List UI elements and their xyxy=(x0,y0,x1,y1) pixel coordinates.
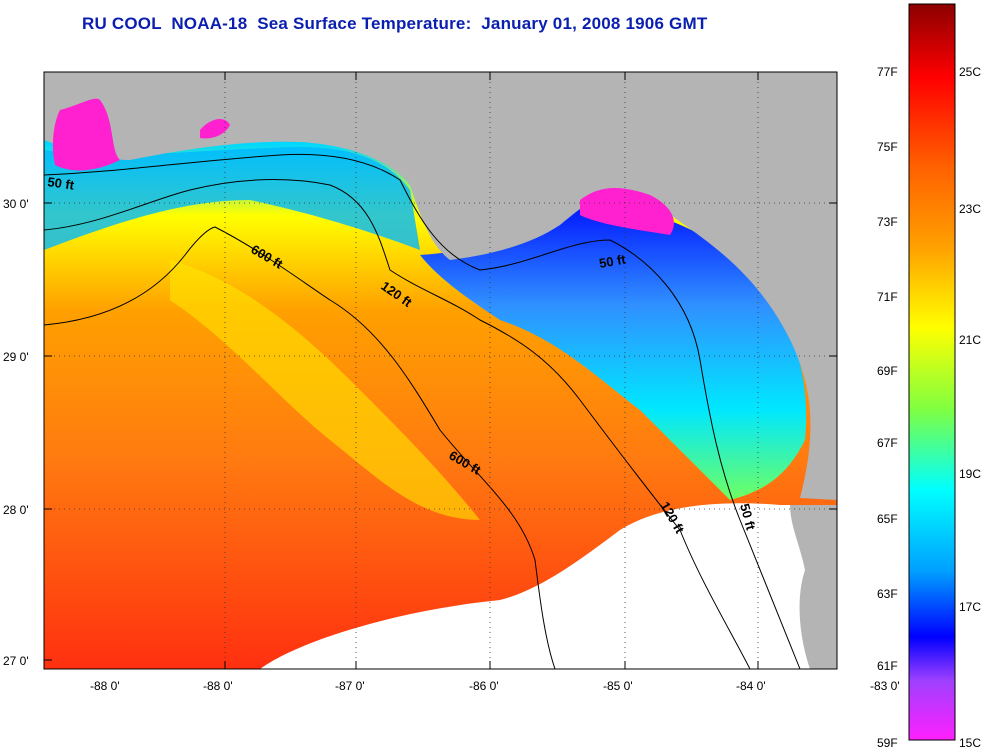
isobath-label: 50 ft xyxy=(737,502,759,532)
lon-label: -85 0' xyxy=(603,679,633,693)
f-label: 67F xyxy=(877,436,898,450)
isobath-label: 50 ft xyxy=(47,174,76,193)
c-label: 23C xyxy=(959,202,981,216)
cold-bay-3 xyxy=(200,118,230,139)
colorbar xyxy=(908,3,956,741)
lon-label: -87 0' xyxy=(335,679,365,693)
isobath-label: 50 ft xyxy=(598,251,628,271)
axis-ticks xyxy=(44,72,837,669)
c-label: 19C xyxy=(959,467,981,481)
lat-label: 30 0' xyxy=(3,197,29,211)
lon-label: -88 0' xyxy=(203,679,233,693)
c-label: 21C xyxy=(959,333,981,347)
lon-label: -86 0' xyxy=(469,679,499,693)
lat-label: 29 0' xyxy=(3,350,29,364)
lat-label: 28 0' xyxy=(3,503,29,517)
isobath-600ft xyxy=(44,226,556,669)
c-label: 15C xyxy=(959,736,981,750)
isobath-120ft xyxy=(44,179,751,669)
c-label: 25C xyxy=(959,65,981,79)
lat-label: 27 0' xyxy=(3,654,29,668)
lon-label: -88 0' xyxy=(90,679,120,693)
isobath-50ft xyxy=(44,153,801,669)
f-label: 63F xyxy=(877,587,898,601)
f-label: 69F xyxy=(877,364,898,378)
f-label: 61F xyxy=(877,659,898,673)
no-data-region xyxy=(260,503,837,669)
land-peninsula xyxy=(790,505,837,669)
warm-plume xyxy=(170,260,480,520)
cold-bay-2 xyxy=(580,188,674,235)
colorbar-labels: 77F 75F 73F 71F 69F 67F 65F 63F 61F 59F … xyxy=(877,65,981,750)
lon-label: -84 0' xyxy=(736,679,766,693)
f-label: 75F xyxy=(877,140,898,154)
f-label: 65F xyxy=(877,512,898,526)
shelf-water xyxy=(420,200,807,500)
page-title: RU COOL NOAA-18 Sea Surface Temperature:… xyxy=(82,14,708,33)
map-frame xyxy=(43,71,838,670)
graticule xyxy=(44,72,837,669)
f-label: 71F xyxy=(877,290,898,304)
f-label: 77F xyxy=(877,65,898,79)
f-label: 73F xyxy=(877,215,898,229)
land-mass xyxy=(44,72,837,500)
lon-label: -83 0' xyxy=(870,679,900,693)
f-label: 59F xyxy=(877,736,898,750)
nearshore-water xyxy=(44,146,420,250)
c-label: 17C xyxy=(959,600,981,614)
cold-bay-1 xyxy=(52,98,120,171)
